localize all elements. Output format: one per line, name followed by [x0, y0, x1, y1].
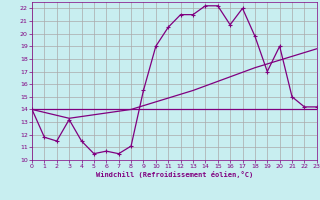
X-axis label: Windchill (Refroidissement éolien,°C): Windchill (Refroidissement éolien,°C): [96, 171, 253, 178]
